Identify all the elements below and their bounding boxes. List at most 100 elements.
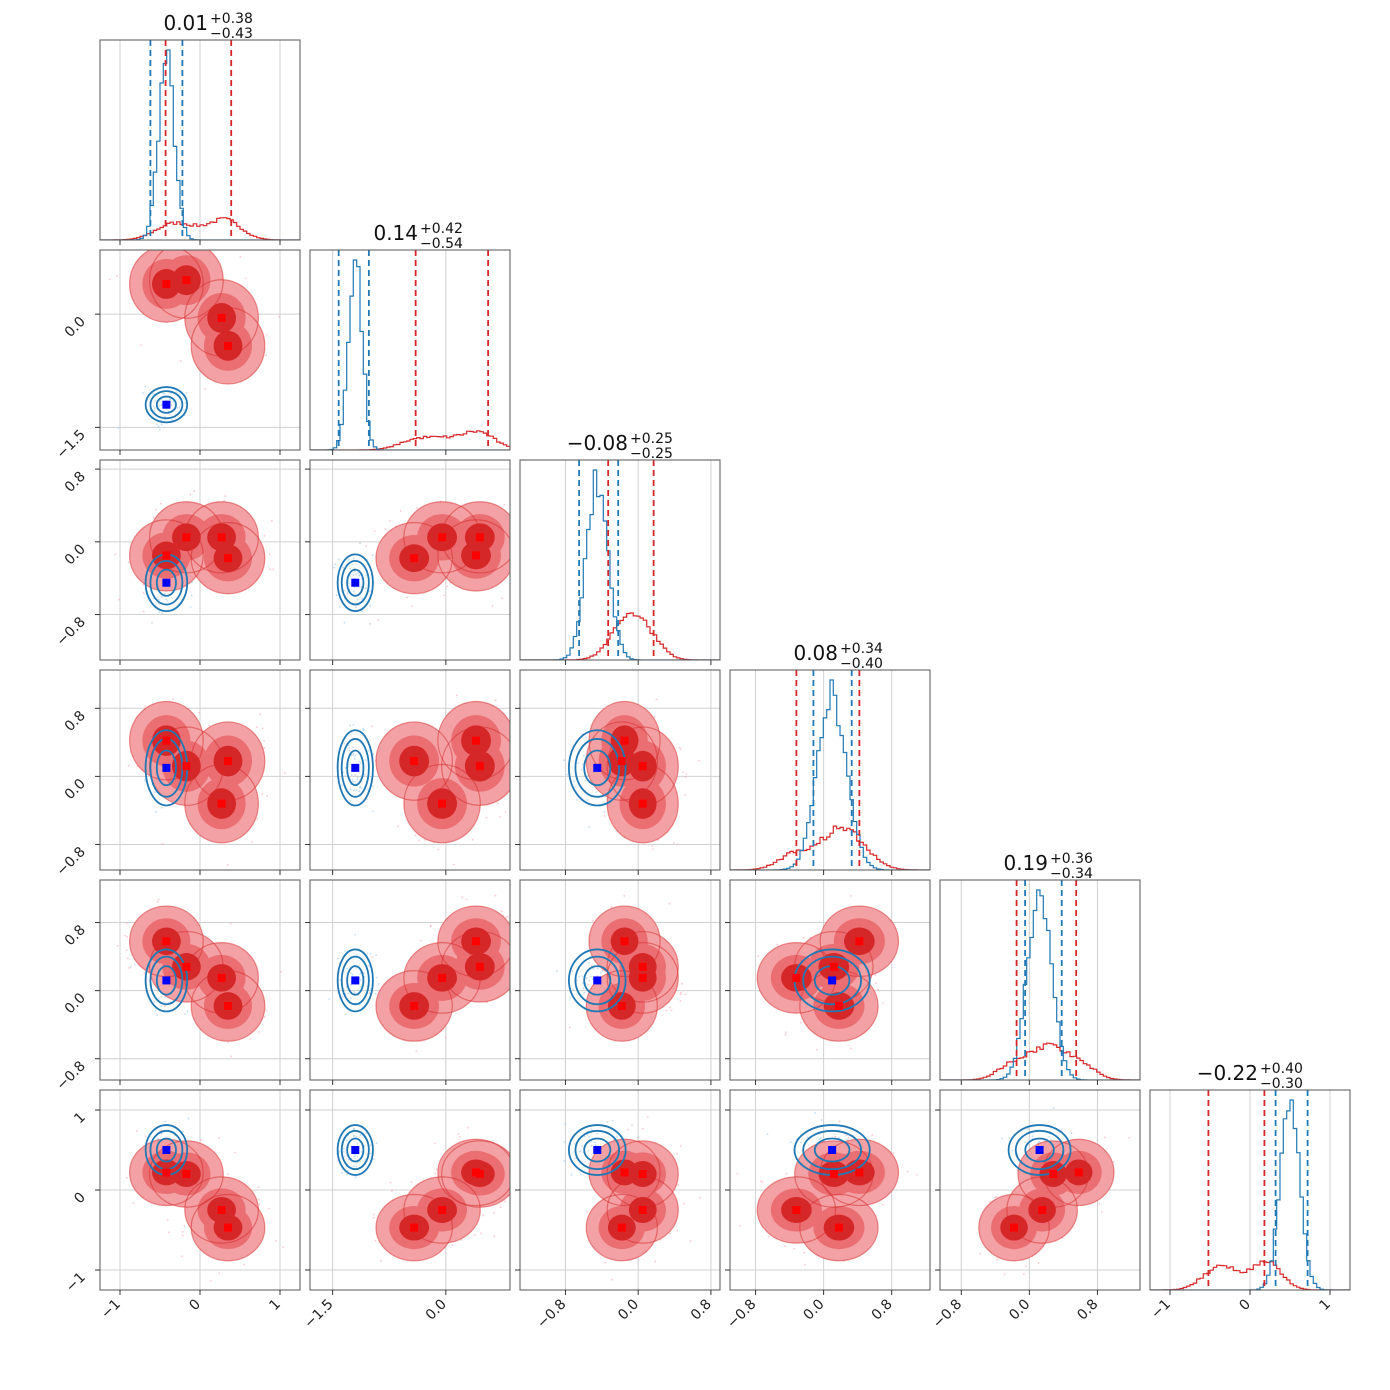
scatter-point-b (372, 1213, 375, 1216)
panel-content (730, 880, 930, 1080)
mode-marker-b (638, 962, 647, 971)
contour-b-edge (819, 1138, 900, 1207)
panel-5-0: −1 0 1 −1 0 1 (63, 1089, 301, 1322)
mode-marker-b (472, 551, 481, 560)
panel-content (520, 670, 720, 870)
scatter-point-b (849, 894, 852, 897)
contour-a-level-0 (155, 568, 177, 597)
scatter-point-b (682, 1202, 685, 1205)
scatter-point-b (461, 896, 464, 899)
scatter-point-b (161, 842, 164, 845)
scatter-point-b (156, 901, 159, 903)
scatter-point-b (203, 235, 205, 237)
scatter-point-a (359, 542, 361, 545)
scatter-point-a (160, 1005, 163, 1008)
scatter-point-a (789, 1141, 792, 1143)
scatter-point-b (517, 505, 519, 507)
panel-content (1150, 1090, 1350, 1290)
panel-content (310, 250, 510, 450)
scatter-point-b (689, 1240, 692, 1242)
scatter-point-b (258, 1203, 261, 1205)
scatter-point-a (183, 1013, 186, 1015)
x-tick-label: −0.8 (534, 1296, 569, 1331)
panel-2-2: −0.08 +0.25−0.25 (519, 431, 721, 665)
scatter-point-a (344, 1013, 347, 1016)
mode-marker-b (620, 1168, 629, 1177)
scatter-point-a (349, 724, 352, 727)
contour-a-level-2 (336, 1124, 374, 1176)
scatter-point-a (363, 729, 365, 731)
scatter-point-b (166, 1219, 169, 1222)
panel-frame (519, 669, 721, 871)
scatter-point-b (471, 838, 474, 841)
scatter-point-a (369, 1144, 372, 1146)
scatter-point-b (124, 934, 126, 937)
scatter-point-b (417, 839, 420, 842)
scatter-point-a (167, 1001, 170, 1004)
scatter-point-a (582, 763, 584, 766)
scatter-point-b (480, 1232, 482, 1235)
scatter-point-b (118, 598, 121, 601)
scatter-point-a (181, 1130, 184, 1133)
scatter-point-b (979, 1252, 982, 1255)
scatter-point-a (184, 401, 187, 404)
scatter-point-a (350, 774, 353, 776)
scatter-point-a (581, 975, 584, 977)
scatter-point-a (342, 1147, 345, 1150)
scatter-point-b (610, 906, 613, 908)
scatter-point-b (505, 916, 508, 919)
scatter-point-a (1024, 1141, 1027, 1144)
scatter-point-b (669, 1006, 672, 1009)
scatter-point-b (568, 1026, 571, 1029)
scatter-point-b (163, 1005, 166, 1008)
scatter-point-b (850, 1047, 852, 1050)
scatter-point-b (270, 519, 273, 522)
scatter-point-a (766, 1133, 769, 1135)
scatter-point-a (170, 404, 173, 407)
mode-marker-b (834, 1001, 843, 1010)
contour-a-level-1 (340, 1129, 370, 1171)
scatter-point-b (365, 545, 367, 547)
y-tick-label: −1 (63, 1270, 89, 1296)
scatter-point-a (344, 950, 347, 953)
scatter-point-a (570, 1173, 573, 1176)
scatter-point-a (596, 1132, 599, 1135)
scatter-point-a (339, 979, 341, 982)
scatter-point-a (578, 975, 581, 978)
scatter-point-b (587, 983, 589, 986)
scatter-point-b (684, 794, 687, 796)
scatter-point-b (513, 930, 515, 932)
scatter-point-b (452, 863, 455, 866)
scatter-point-b (1037, 1261, 1040, 1264)
contour-b-edge (585, 970, 658, 1042)
scatter-point-a (353, 789, 355, 792)
scatter-point-a (352, 746, 355, 749)
scatter-point-b (802, 937, 805, 939)
scatter-point-a (359, 1134, 362, 1136)
scatter-point-a (365, 574, 368, 576)
panel-content (310, 880, 515, 1080)
y-tick-label: 0 (71, 1190, 89, 1208)
scatter-point-a (820, 1119, 823, 1121)
scatter-point-b (451, 650, 453, 652)
scatter-point-a (355, 1135, 358, 1138)
scatter-point-b (368, 992, 371, 995)
scatter-point-b (157, 898, 160, 901)
mode-marker-b (617, 1001, 626, 1010)
scatter-point-b (181, 1255, 183, 1258)
scatter-point-b (494, 699, 497, 702)
panel-3-2 (515, 669, 721, 875)
scatter-point-a (606, 1121, 609, 1123)
scatter-point-b (186, 221, 188, 223)
scatter-point-a (356, 776, 359, 778)
panel-content (100, 1090, 300, 1290)
panel-frame (309, 669, 511, 871)
scatter-point-b (494, 894, 497, 897)
scatter-point-a (352, 723, 355, 726)
mode-marker-b (217, 1206, 226, 1214)
scatter-point-a (152, 405, 155, 408)
scatter-point-a (601, 969, 604, 972)
scatter-point-a (357, 571, 360, 574)
contour-b-edge (129, 519, 204, 592)
scatter-point-b (179, 360, 182, 362)
